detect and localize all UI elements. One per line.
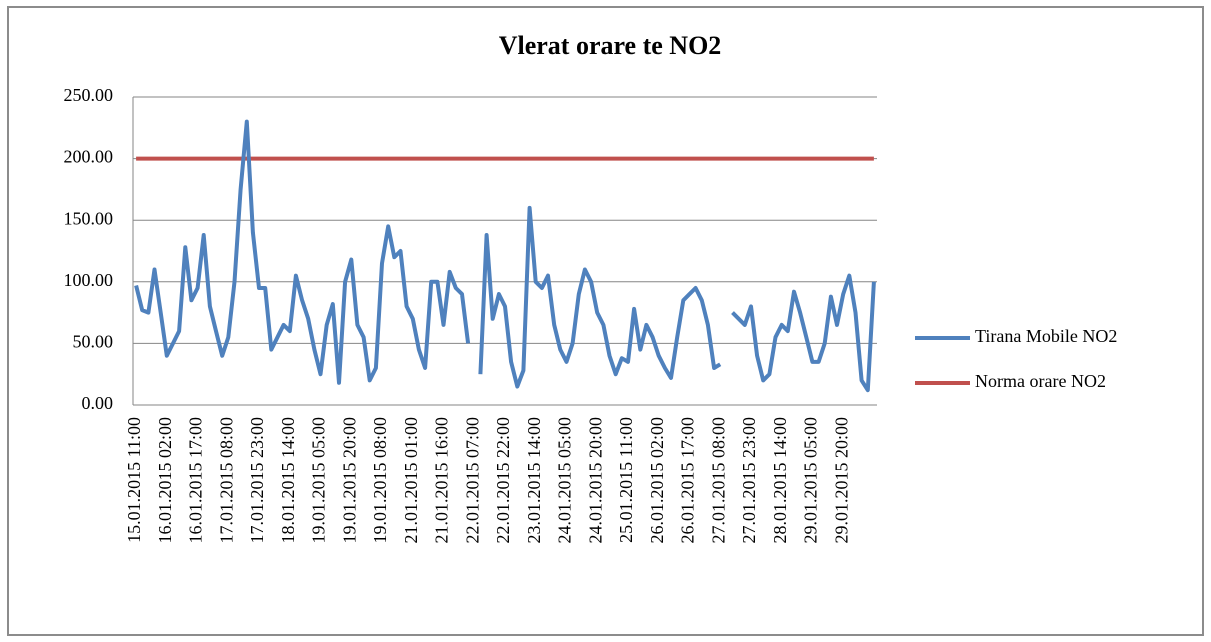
x-tick-label: 24.01.2015 20:00 (585, 417, 605, 544)
x-tick-label: 15.01.2015 11:00 (124, 417, 144, 543)
x-tick-label: 16.01.2015 17:00 (186, 417, 206, 544)
legend-label: Norma orare NO2 (975, 371, 1106, 391)
x-tick-label: 18.01.2015 14:00 (278, 417, 298, 544)
x-tick-label: 19.01.2015 20:00 (339, 417, 359, 544)
x-tick-label: 17.01.2015 23:00 (247, 417, 267, 544)
x-tick-label: 22.01.2015 22:00 (493, 417, 513, 544)
y-tick-label: 100.00 (64, 270, 114, 290)
x-tick-label: 28.01.2015 14:00 (770, 417, 790, 544)
x-tick-label: 27.01.2015 08:00 (708, 417, 728, 544)
series-line (134, 119, 876, 393)
x-tick-label: 25.01.2015 11:00 (616, 417, 636, 543)
legend-label: Tirana Mobile NO2 (975, 326, 1117, 346)
y-tick-label: 0.00 (82, 393, 114, 413)
y-tick-label: 250.00 (64, 85, 114, 105)
y-tick-label: 200.00 (64, 147, 114, 167)
chart-frame (7, 6, 1204, 636)
x-tick-label: 23.01.2015 14:00 (524, 417, 544, 544)
x-tick-label: 16.01.2015 02:00 (155, 417, 175, 544)
chart-title: Vlerat orare te NO2 (499, 31, 722, 60)
x-tick-label: 27.01.2015 23:00 (739, 417, 759, 544)
y-tick-label: 50.00 (73, 332, 114, 352)
x-tick-label: 19.01.2015 08:00 (370, 417, 390, 544)
x-tick-label: 19.01.2015 05:00 (309, 417, 329, 544)
y-tick-label: 150.00 (64, 208, 114, 228)
x-tick-label: 17.01.2015 08:00 (216, 417, 236, 544)
x-tick-label: 29.01.2015 05:00 (801, 417, 821, 544)
x-tick-label: 24.01.2015 05:00 (555, 417, 575, 544)
x-tick-label: 26.01.2015 17:00 (678, 417, 698, 544)
x-tick-label: 21.01.2015 01:00 (401, 417, 421, 544)
x-tick-label: 21.01.2015 16:00 (432, 417, 452, 544)
x-tick-label: 26.01.2015 02:00 (647, 417, 667, 544)
x-tick-label: 22.01.2015 07:00 (462, 417, 482, 544)
x-tick-label: 29.01.2015 20:00 (831, 417, 851, 544)
